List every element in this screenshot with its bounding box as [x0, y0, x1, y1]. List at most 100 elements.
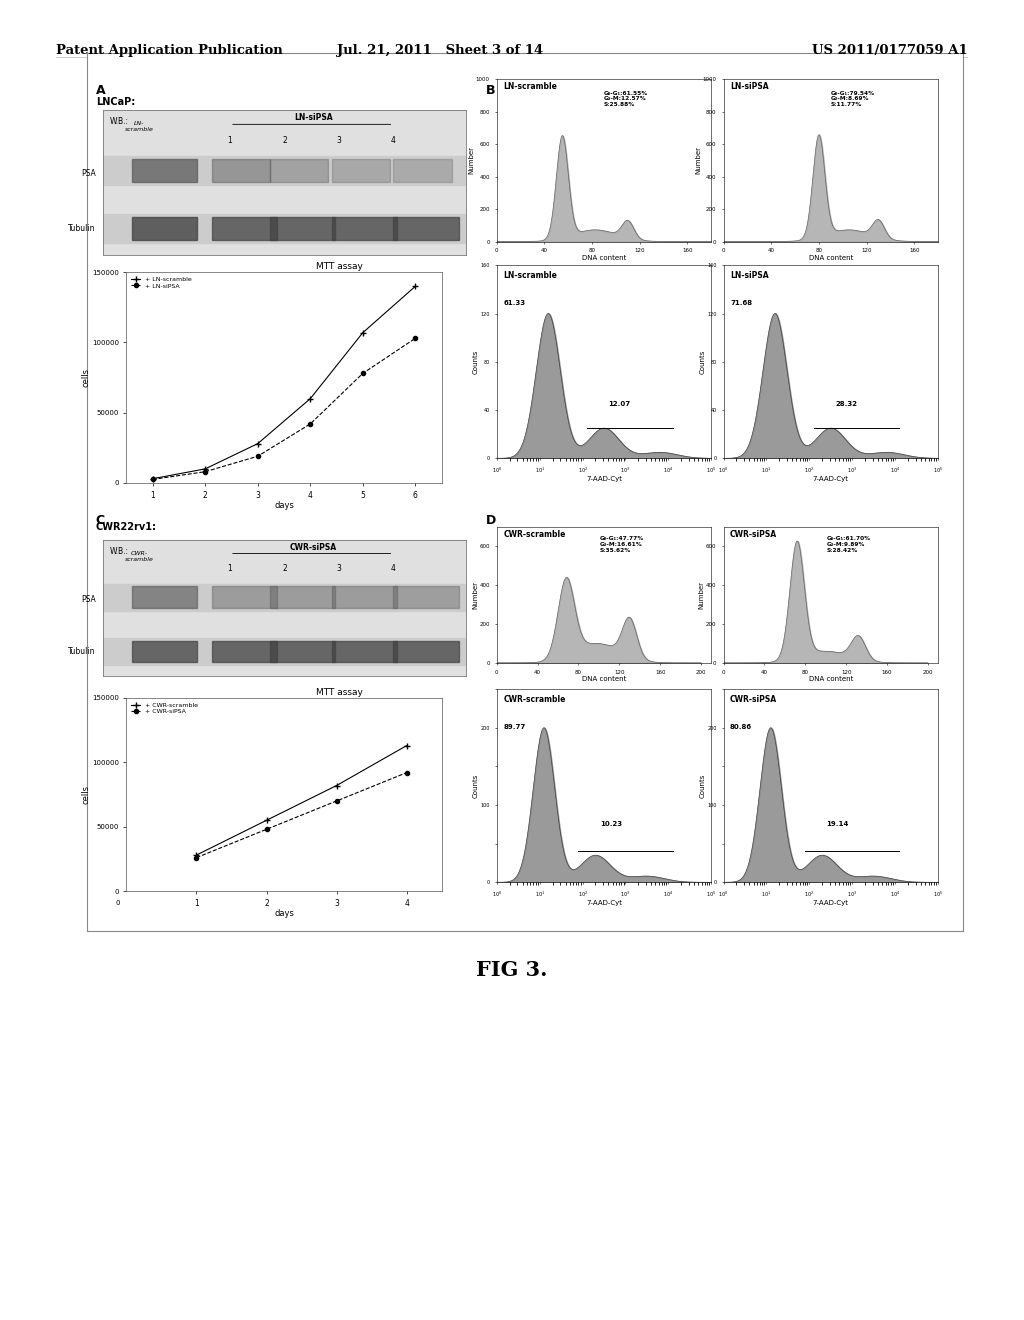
Y-axis label: Counts: Counts [699, 350, 706, 374]
Bar [393, 640, 459, 663]
Bar [393, 216, 459, 240]
Text: 80.86: 80.86 [730, 723, 752, 730]
X-axis label: days: days [274, 909, 294, 919]
Bar [393, 160, 452, 182]
+ LN-scramble [304, 391, 316, 407]
Text: 4: 4 [391, 565, 396, 573]
Text: CWR-siPSA: CWR-siPSA [730, 696, 777, 704]
Y-axis label: Counts: Counts [699, 774, 706, 799]
Bar [212, 640, 278, 663]
Text: 2: 2 [282, 565, 287, 573]
Y-axis label: Counts: Counts [473, 774, 479, 799]
Text: Tubulin: Tubulin [68, 224, 95, 234]
Y-axis label: Number: Number [468, 147, 474, 174]
Bar [270, 640, 335, 663]
Text: G₀-G₁:79.54%
G₂-M:8.69%
S:11.77%: G₀-G₁:79.54% G₂-M:8.69% S:11.77% [830, 91, 874, 107]
Text: LN-scramble: LN-scramble [503, 82, 557, 91]
Bar [332, 640, 397, 663]
Text: 3: 3 [337, 136, 341, 145]
Text: LNCaP:: LNCaP: [96, 96, 135, 107]
+ LN-scramble [252, 436, 264, 451]
+ CWR-siPSA [400, 764, 413, 780]
+ LN-siPSA [410, 330, 422, 346]
Y-axis label: Counts: Counts [473, 350, 479, 374]
Y-axis label: Number: Number [472, 581, 478, 609]
Bar [132, 640, 198, 663]
Text: CWR22rv1:: CWR22rv1: [96, 523, 157, 532]
Bar [102, 638, 466, 665]
Bar [102, 156, 466, 185]
+ LN-siPSA [146, 471, 159, 487]
Text: G₀-G₁:61.70%
G₂-M:9.89%
S:28.42%: G₀-G₁:61.70% G₂-M:9.89% S:28.42% [826, 536, 870, 553]
Text: Jul. 21, 2011   Sheet 3 of 14: Jul. 21, 2011 Sheet 3 of 14 [337, 44, 544, 57]
+ CWR-siPSA [260, 821, 272, 837]
+ CWR-scramble [260, 812, 272, 828]
X-axis label: 7-AAD-Cyt: 7-AAD-Cyt [813, 477, 849, 482]
+ LN-scramble [356, 325, 369, 341]
Text: 4: 4 [391, 136, 396, 145]
X-axis label: DNA content: DNA content [582, 255, 627, 261]
+ CWR-siPSA [190, 850, 203, 866]
Text: US 2011/0177059 A1: US 2011/0177059 A1 [812, 44, 968, 57]
Bar [102, 583, 466, 611]
Text: 1: 1 [227, 565, 232, 573]
Text: MTT assay: MTT assay [316, 263, 362, 272]
Bar [132, 216, 198, 240]
+ LN-siPSA [304, 416, 316, 432]
Text: FIG 3.: FIG 3. [476, 960, 548, 981]
Text: CWR-siPSA: CWR-siPSA [290, 543, 337, 552]
Y-axis label: Number: Number [695, 147, 701, 174]
+ LN-scramble [410, 279, 422, 294]
Text: D: D [485, 513, 496, 527]
X-axis label: 7-AAD-Cyt: 7-AAD-Cyt [813, 900, 849, 906]
Bar [212, 586, 278, 609]
Text: 1: 1 [227, 136, 232, 145]
Text: LN-siPSA: LN-siPSA [730, 82, 769, 91]
+ LN-scramble [146, 471, 159, 487]
X-axis label: 7-AAD-Cyt: 7-AAD-Cyt [586, 900, 622, 906]
Text: A: A [96, 83, 105, 96]
+ CWR-scramble [400, 738, 413, 754]
Bar [270, 160, 328, 182]
Text: Patent Application Publication: Patent Application Publication [56, 44, 283, 57]
Text: PSA: PSA [81, 169, 95, 178]
Text: B: B [485, 83, 495, 96]
Text: 61.33: 61.33 [503, 300, 525, 306]
Bar [270, 586, 335, 609]
Y-axis label: cells: cells [82, 368, 90, 387]
Text: CWR-scramble: CWR-scramble [503, 529, 565, 539]
+ LN-scramble [199, 461, 211, 477]
Text: 89.77: 89.77 [503, 723, 525, 730]
Text: G₀-G₁:47.77%
G₂-M:16.61%
S:35.62%: G₀-G₁:47.77% G₂-M:16.61% S:35.62% [600, 536, 644, 553]
Legend: + LN-scramble, + LN-siPSA: + LN-scramble, + LN-siPSA [130, 276, 194, 290]
Bar [332, 216, 397, 240]
Text: LN-siPSA: LN-siPSA [294, 112, 333, 121]
Text: LN-siPSA: LN-siPSA [730, 271, 769, 280]
Bar [212, 216, 278, 240]
X-axis label: DNA content: DNA content [809, 255, 853, 261]
+ CWR-scramble [190, 847, 203, 863]
Text: W.B.:: W.B.: [110, 117, 129, 127]
Y-axis label: cells: cells [82, 785, 90, 804]
Text: 19.14: 19.14 [826, 821, 849, 828]
Line: + CWR-siPSA: + CWR-siPSA [195, 771, 409, 859]
Text: 3: 3 [337, 565, 341, 573]
Bar [102, 214, 466, 243]
Bar [393, 586, 459, 609]
Bar [332, 586, 397, 609]
Y-axis label: Number: Number [698, 581, 705, 609]
X-axis label: days: days [274, 502, 294, 510]
Text: G₀-G₁:61.55%
G₂-M:12.57%
S:25.88%: G₀-G₁:61.55% G₂-M:12.57% S:25.88% [604, 91, 648, 107]
Legend: + CWR-scramble, + CWR-siPSA: + CWR-scramble, + CWR-siPSA [130, 701, 200, 715]
+ CWR-siPSA [331, 793, 343, 809]
+ LN-siPSA [356, 366, 369, 381]
X-axis label: DNA content: DNA content [809, 676, 853, 682]
Text: 28.32: 28.32 [836, 401, 857, 408]
+ LN-siPSA [199, 463, 211, 479]
Text: MTT assay: MTT assay [316, 688, 362, 697]
Bar [212, 160, 270, 182]
X-axis label: 7-AAD-Cyt: 7-AAD-Cyt [586, 477, 622, 482]
Line: + LN-scramble: + LN-scramble [150, 284, 418, 482]
+ CWR-scramble [331, 777, 343, 793]
Bar [332, 160, 390, 182]
